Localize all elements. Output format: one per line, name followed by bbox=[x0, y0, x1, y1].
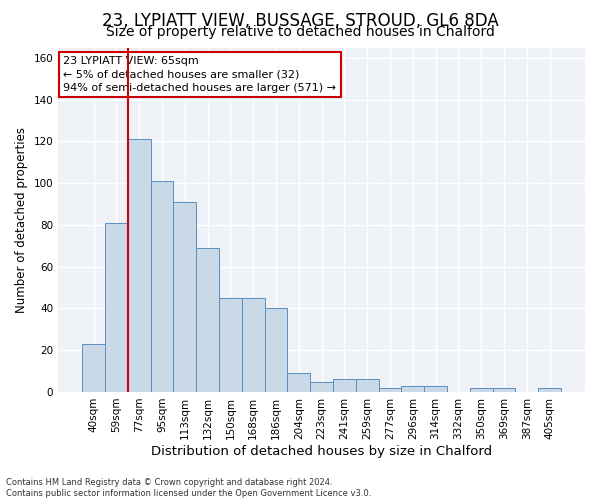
Y-axis label: Number of detached properties: Number of detached properties bbox=[15, 126, 28, 312]
Text: 23, LYPIATT VIEW, BUSSAGE, STROUD, GL6 8DA: 23, LYPIATT VIEW, BUSSAGE, STROUD, GL6 8… bbox=[101, 12, 499, 30]
Bar bbox=[379, 388, 401, 392]
Bar bbox=[151, 181, 173, 392]
Bar bbox=[401, 386, 424, 392]
Text: 23 LYPIATT VIEW: 65sqm
← 5% of detached houses are smaller (32)
94% of semi-deta: 23 LYPIATT VIEW: 65sqm ← 5% of detached … bbox=[64, 56, 337, 92]
Bar bbox=[219, 298, 242, 392]
Bar bbox=[105, 223, 128, 392]
Bar bbox=[173, 202, 196, 392]
Bar bbox=[242, 298, 265, 392]
Bar bbox=[470, 388, 493, 392]
Bar bbox=[128, 140, 151, 392]
Text: Contains HM Land Registry data © Crown copyright and database right 2024.
Contai: Contains HM Land Registry data © Crown c… bbox=[6, 478, 371, 498]
Bar bbox=[287, 373, 310, 392]
Bar bbox=[356, 380, 379, 392]
Bar bbox=[493, 388, 515, 392]
Bar bbox=[424, 386, 447, 392]
Bar bbox=[538, 388, 561, 392]
Bar bbox=[333, 380, 356, 392]
Bar bbox=[310, 382, 333, 392]
X-axis label: Distribution of detached houses by size in Chalford: Distribution of detached houses by size … bbox=[151, 444, 492, 458]
Bar bbox=[82, 344, 105, 392]
Bar bbox=[265, 308, 287, 392]
Bar bbox=[196, 248, 219, 392]
Text: Size of property relative to detached houses in Chalford: Size of property relative to detached ho… bbox=[106, 25, 494, 39]
